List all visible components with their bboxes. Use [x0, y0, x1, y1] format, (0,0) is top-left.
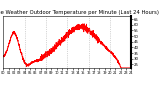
Title: Milwaukee Weather Outdoor Temperature per Minute (Last 24 Hours): Milwaukee Weather Outdoor Temperature pe…	[0, 10, 159, 15]
